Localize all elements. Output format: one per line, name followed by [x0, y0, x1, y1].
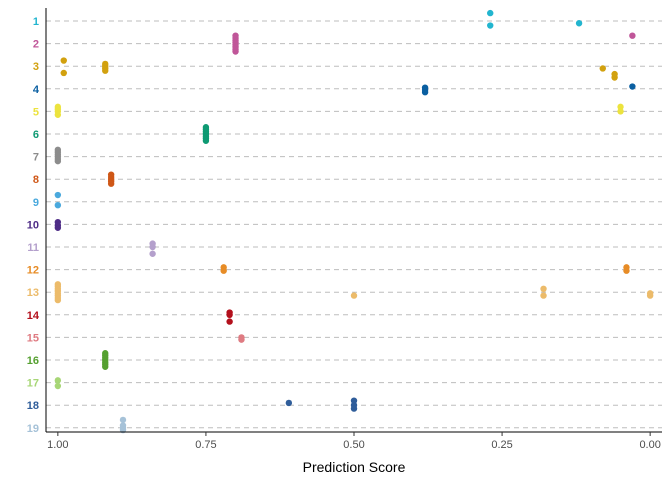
data-point-13: [540, 285, 547, 293]
data-point-18: [285, 399, 293, 407]
y-tick-label-7: 7: [33, 152, 39, 164]
y-tick-label-13: 13: [27, 287, 39, 299]
y-tick-label-8: 8: [33, 174, 39, 186]
data-point-13: [646, 292, 654, 299]
y-tick-label-6: 6: [33, 129, 39, 141]
data-point-19: [119, 416, 127, 424]
data-point-18: [350, 405, 358, 412]
data-point-11: [149, 250, 156, 257]
x-tick-label: 0.25: [491, 439, 512, 451]
data-point-12: [623, 267, 630, 274]
data-point-1: [575, 20, 583, 27]
y-tick-label-11: 11: [27, 242, 39, 254]
data-point-14: [226, 318, 233, 325]
x-tick-labels: 1.00 0.75 0.50 0.25 0.00: [47, 432, 661, 451]
data-point-5: [617, 103, 624, 111]
data-point-10: [54, 224, 62, 231]
data-point-3: [611, 74, 618, 81]
y-tick-label-5: 5: [33, 106, 39, 118]
data-point-3: [599, 65, 606, 72]
y-tick-label-15: 15: [27, 332, 39, 344]
y-tick-label-18: 18: [27, 400, 39, 412]
data-point-3: [60, 57, 67, 64]
data-point-12: [220, 267, 227, 274]
data-point-17: [54, 377, 62, 384]
y-tick-label-17: 17: [27, 378, 39, 390]
data-point-9: [54, 201, 62, 209]
y-tick-label-12: 12: [27, 265, 39, 277]
data-point-8: [107, 180, 115, 187]
data-point-18: [350, 397, 358, 404]
y-tick-label-9: 9: [33, 197, 39, 209]
data-point-3: [60, 69, 67, 77]
data-point-11: [149, 243, 156, 251]
x-tick-label: 1.00: [47, 439, 68, 451]
y-tick-label-16: 16: [27, 355, 39, 367]
data-point-5: [54, 111, 62, 118]
x-tick-label: 0.00: [639, 439, 660, 451]
data-point-16: [102, 363, 109, 370]
data-point-13: [540, 292, 547, 299]
y-tick-label-10: 10: [27, 219, 39, 231]
y-tick-label-4: 4: [33, 84, 40, 96]
data-point-1: [487, 9, 494, 17]
y-tick-label-19: 19: [27, 423, 39, 435]
data-points: [54, 9, 654, 434]
y-tick-label-2: 2: [33, 39, 39, 51]
data-point-4: [629, 83, 636, 90]
data-point-3: [102, 67, 109, 74]
x-tick-label: 0.75: [195, 439, 216, 451]
y-tick-label-14: 14: [27, 310, 40, 322]
data-point-13: [54, 296, 62, 304]
data-point-6: [202, 137, 210, 144]
data-point-15: [238, 336, 245, 343]
data-point-1: [487, 22, 494, 29]
data-point-14: [226, 311, 233, 318]
data-point-2: [629, 32, 636, 39]
data-point-13: [350, 292, 358, 299]
data-point-2: [232, 48, 239, 55]
data-point-5: [617, 108, 624, 115]
x-tick-label: 0.50: [343, 439, 364, 451]
y-tick-label-3: 3: [33, 61, 39, 73]
data-point-9: [54, 191, 62, 199]
data-point-7: [54, 157, 62, 165]
data-point-4: [421, 88, 429, 96]
y-tick-label-1: 1: [33, 16, 39, 28]
gridlines: [46, 20, 662, 429]
data-point-17: [54, 382, 62, 390]
x-axis-title: Prediction Score: [303, 459, 406, 475]
